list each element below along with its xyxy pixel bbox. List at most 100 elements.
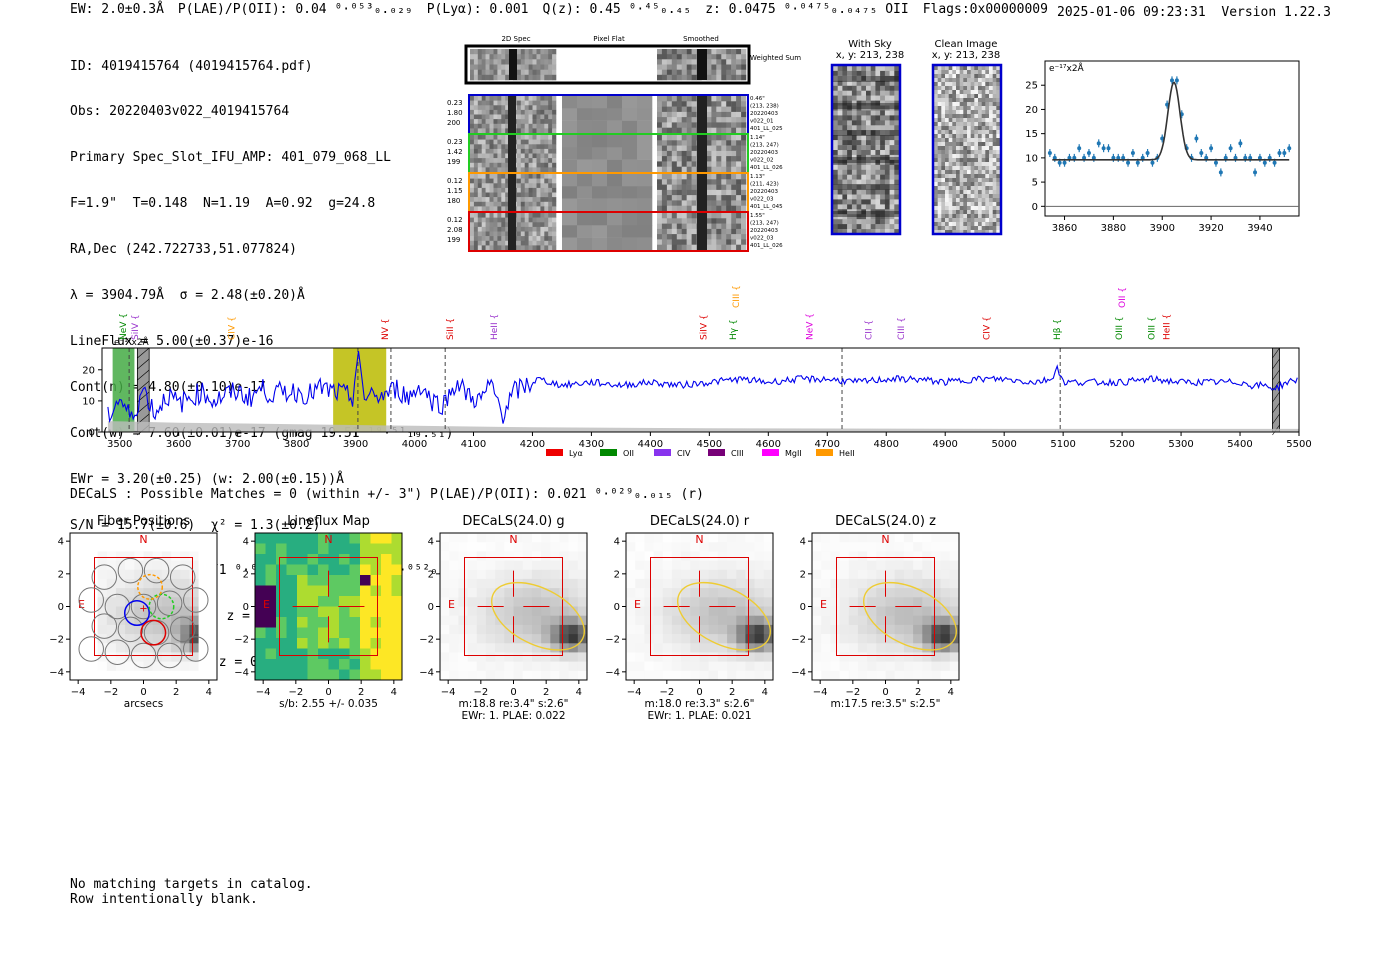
clean-pixel [974, 150, 979, 155]
cutout-pixel [741, 234, 747, 240]
cutout-pixel [686, 150, 692, 157]
sky-pixel [837, 204, 843, 210]
image-pixel [143, 652, 154, 662]
cutout-pixel [736, 205, 742, 212]
image-pixel [504, 670, 514, 681]
clean-pixel [981, 86, 986, 91]
image-pixel [717, 597, 728, 607]
clean-pixel [948, 206, 953, 211]
image-pixel [568, 551, 579, 561]
cutout-pixel [536, 226, 541, 232]
flux-pixel [286, 533, 298, 544]
cutout-pixel [497, 201, 502, 207]
sky-pixel [833, 194, 838, 200]
flux-pixel [297, 575, 308, 586]
cutout-pixel [676, 145, 682, 152]
sky-pixel [866, 164, 871, 170]
clean-pixel [959, 110, 964, 115]
cutout-pixel [686, 218, 692, 224]
sky-pixel [880, 80, 886, 86]
clean-pixel [937, 230, 942, 235]
image-pixel [79, 569, 89, 580]
flux-pixel [339, 669, 350, 681]
clean-pixel [956, 198, 960, 203]
image-pixel [531, 661, 542, 672]
image-pixel [894, 551, 905, 561]
image-pixel [568, 661, 579, 672]
clean-pixel [978, 194, 982, 199]
cutout-pixel [681, 244, 687, 251]
clean-pixel [985, 182, 990, 187]
sky-pixel [847, 90, 853, 96]
cutout-pixel [516, 231, 522, 237]
cutout-pixel [501, 201, 506, 207]
image-pixel [830, 606, 840, 617]
cutout-pixel [520, 187, 525, 193]
cutout-pixel [622, 186, 638, 199]
image-pixel [79, 588, 89, 598]
cutout-pixel [666, 223, 673, 230]
clean-pixel [945, 194, 949, 199]
noise-fill [107, 421, 1299, 432]
sky-pixel [889, 184, 895, 190]
cutout-pixel [706, 122, 712, 128]
cutout-pixel [520, 197, 525, 202]
clean-pixel [948, 198, 953, 203]
cutout-pixel [493, 139, 498, 145]
clean-pixel [963, 146, 968, 151]
cutout-pixel [657, 96, 663, 102]
sky-pixel [866, 130, 871, 136]
image-pixel [440, 670, 450, 681]
clean-pixel [989, 214, 993, 219]
image-pixel [485, 634, 496, 644]
image-pixel [485, 588, 496, 598]
image-pixel [903, 624, 914, 635]
clean-pixel [937, 130, 942, 135]
image-pixel [857, 624, 868, 635]
cutout-pixel [671, 101, 677, 107]
image-pixel [189, 569, 199, 580]
image-pixel [198, 624, 209, 635]
sky-pixel [889, 174, 895, 180]
cutout-pixel [691, 140, 697, 146]
cutout-pixel [540, 183, 545, 189]
image-pixel [207, 569, 218, 580]
image-pixel [134, 670, 144, 681]
sky-pixel [880, 135, 886, 141]
sky-pixel [851, 154, 857, 161]
image-pixel [635, 643, 645, 653]
cutout-pixel [516, 201, 522, 207]
sky-pixel [842, 150, 848, 156]
fit-point [1121, 155, 1126, 160]
sky-pixel [866, 140, 871, 146]
cutout-pixel [489, 135, 494, 140]
cutout-pixel [536, 96, 541, 101]
image-pixel [699, 597, 710, 607]
flux-pixel [328, 554, 340, 565]
sky-pixel [870, 145, 876, 151]
clean-pixel [945, 130, 949, 135]
image-pixel [513, 569, 524, 580]
cutout-pixel [711, 135, 717, 141]
image-pixel [559, 597, 569, 607]
cutout-pixel [657, 184, 663, 191]
cutout-pixel [706, 218, 712, 224]
cutout-pixel [473, 54, 479, 60]
clean-pixel [989, 146, 993, 151]
flux-pixel [276, 648, 287, 660]
cutout-pixel [520, 226, 525, 232]
cutout-pixel [691, 106, 697, 113]
image-pixel [653, 569, 664, 580]
cutout-pixel [726, 59, 732, 65]
sky-pixel [833, 154, 838, 161]
sky-pixel [870, 100, 876, 106]
sky-pixel [880, 145, 886, 151]
image-pixel [568, 569, 579, 580]
image-pixel [485, 652, 496, 662]
sky-pixel [866, 110, 871, 116]
cutout-pixel [470, 54, 475, 60]
clean-pixel [959, 150, 964, 155]
panel-title: DECaLS(24.0) z [835, 514, 936, 529]
clean-pixel [945, 86, 949, 91]
clean-pixel [945, 82, 949, 87]
